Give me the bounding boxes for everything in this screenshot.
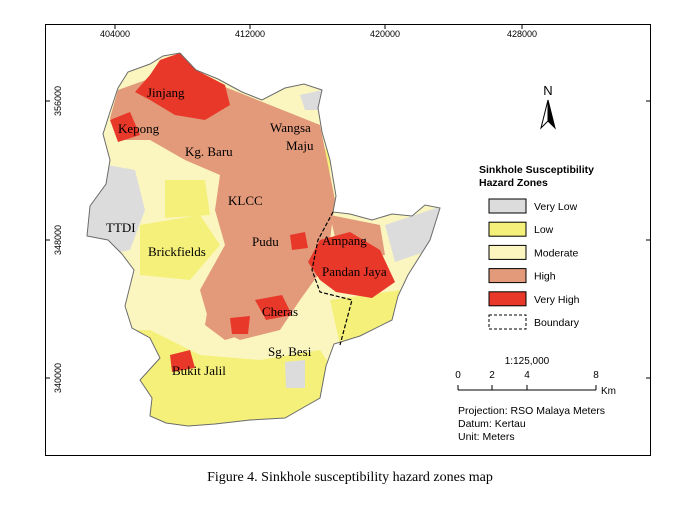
scale-tick-label-1: 2 (489, 370, 495, 381)
x-tick-label-3: 428000 (507, 29, 537, 39)
zone-veryhigh-kepong (110, 112, 140, 142)
coordinate-ticks (45, 24, 651, 379)
place-label-brickfields: Brickfields (148, 244, 206, 259)
unit-text: Unit: Meters (458, 431, 515, 443)
scale-tick-label-0: 0 (455, 370, 461, 381)
place-label-ttdi: TTDI (106, 220, 136, 235)
figure-caption: Figure 4. Sinkhole susceptibility hazard… (207, 470, 493, 485)
place-label-wangsa: Wangsa (270, 120, 311, 135)
legend-swatch-4 (488, 291, 527, 307)
legend-swatch-0 (488, 198, 527, 214)
place-label-klcc: KLCC (228, 193, 263, 208)
zone-veryhigh-pandan (308, 232, 395, 298)
legend-label-3: High (534, 271, 556, 283)
legend-label-0: Very Low (534, 201, 578, 213)
place-label-ampang: Ampang (322, 233, 367, 248)
legend-label-1: Low (534, 224, 554, 236)
legend-label-5: Boundary (534, 317, 580, 329)
zone-veryhigh-pudu (290, 232, 308, 250)
place-label-bukit-jalil: Bukit Jalil (172, 363, 226, 378)
place-label-pandan-jaya: Pandan Jaya (322, 264, 387, 279)
zone-low-central (165, 180, 210, 218)
legend-swatch-2 (488, 244, 527, 260)
place-label-pudu: Pudu (252, 234, 279, 249)
legend-swatch-5 (488, 314, 527, 330)
legend-swatch-1 (488, 221, 527, 237)
x-tick-label-0: 404000 (100, 29, 130, 39)
zone-high-central (110, 75, 335, 340)
projection-text: Projection: RSO Malaya Meters (458, 405, 605, 417)
legend-items: Very Low Low Moderate High Very High Boundary (488, 198, 580, 330)
legend-label-4: Very High (534, 294, 580, 306)
place-label-kg-baru: Kg. Baru (185, 144, 233, 159)
zone-veryhigh-jinjang (135, 53, 230, 120)
legend: Sinkhole Susceptibility Hazard Zones Ver… (479, 164, 594, 330)
north-label: N (543, 83, 552, 98)
y-tick-label-1: 348000 (53, 225, 63, 255)
datum-text: Datum: Kertau (458, 418, 526, 430)
zone-veryhigh-cheras-2 (230, 316, 250, 334)
place-label-sg-besi: Sg. Besi (268, 344, 312, 359)
north-arrow-icon (540, 99, 556, 130)
legend-label-2: Moderate (534, 247, 579, 259)
scale-tick-label-3: 8 (593, 370, 599, 381)
y-tick-label-0: 356000 (53, 86, 63, 116)
zone-veryhigh-cheras (255, 295, 292, 320)
place-label-jinjang: Jinjang (147, 85, 185, 100)
scale-tick-label-2: 4 (524, 370, 530, 381)
zone-low-brickfields (140, 215, 220, 280)
city-outline (86, 52, 441, 427)
y-tick-label-2: 340000 (53, 363, 63, 393)
x-tick-label-1: 412000 (235, 29, 265, 39)
scale-unit: Km (601, 386, 616, 397)
boundary-line (311, 211, 353, 346)
zone-veryhigh-bukitjalil (170, 350, 195, 372)
place-label-kepong: Kepong (118, 121, 160, 136)
zone-verylow-south (285, 360, 305, 388)
place-label-cheras: Cheras (262, 304, 298, 319)
legend-swatch-3 (488, 268, 527, 284)
legend-title-line1: Sinkhole Susceptibility (479, 164, 594, 176)
x-tick-label-2: 420000 (370, 29, 400, 39)
scale-ratio: 1:125,000 (505, 356, 550, 367)
scale-bar (457, 385, 597, 391)
place-label-maju: Maju (286, 138, 314, 153)
legend-title-line2: Hazard Zones (479, 177, 548, 189)
